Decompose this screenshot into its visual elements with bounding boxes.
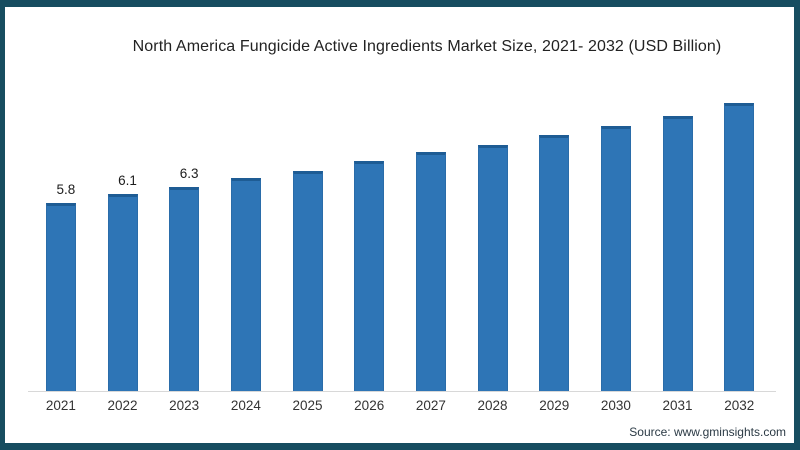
bar-2021 <box>45 203 76 391</box>
bar-2030 <box>600 125 631 391</box>
bar-column-2021: 5.8 <box>30 95 92 391</box>
bar-2024 <box>230 177 261 391</box>
bar-2022 <box>107 193 138 391</box>
x-axis-line <box>28 391 776 392</box>
x-tick-2032: 2032 <box>724 398 755 413</box>
bar-column-2026 <box>338 95 400 391</box>
bar-column-2027 <box>400 95 462 391</box>
x-tick-2026: 2026 <box>354 398 385 413</box>
source-attribution: Source: www.gminsights.com <box>625 423 790 441</box>
bar-column-2032 <box>708 95 770 391</box>
x-tick-2031: 2031 <box>662 398 693 413</box>
x-tick-2028: 2028 <box>477 398 508 413</box>
bar-column-2023: 6.3 <box>153 95 215 391</box>
bar-column-2025 <box>277 95 339 391</box>
x-tick-2027: 2027 <box>415 398 446 413</box>
bar-value-label-2021: 5.8 <box>56 182 76 198</box>
x-axis-labels: 2021 2022 2023 2024 2025 2026 2027 2028 2029 2030… <box>30 398 770 413</box>
bar-2025 <box>292 171 323 391</box>
x-tick-2021: 2021 <box>45 398 76 413</box>
bar-2029 <box>539 135 570 391</box>
x-tick-2024: 2024 <box>230 398 261 413</box>
bar-column-2029 <box>523 95 585 391</box>
bar-2026 <box>354 161 385 391</box>
bar-value-label-2023: 6.3 <box>179 166 199 182</box>
bar-2028 <box>477 145 508 391</box>
chart-title: North America Fungicide Active Ingredien… <box>132 38 722 55</box>
bar-column-2031 <box>647 95 709 391</box>
bar-2027 <box>415 151 446 391</box>
bar-value-label-2022: 6.1 <box>118 172 137 188</box>
x-tick-2029: 2029 <box>539 398 570 413</box>
bar-2031 <box>662 116 693 391</box>
x-tick-2030: 2030 <box>600 398 631 413</box>
bar-column-2028 <box>462 95 524 391</box>
x-tick-2022: 2022 <box>107 398 138 413</box>
bar-column-2024 <box>215 95 277 391</box>
x-tick-2025: 2025 <box>292 398 323 413</box>
x-tick-2023: 2023 <box>169 398 200 413</box>
bar-2023 <box>169 187 200 391</box>
bar-column-2022: 6.1 <box>92 95 154 391</box>
plot-area: 5.8 6.1 6.3 <box>30 95 770 391</box>
bar-column-2030 <box>585 95 647 391</box>
bar-2032 <box>724 103 755 391</box>
